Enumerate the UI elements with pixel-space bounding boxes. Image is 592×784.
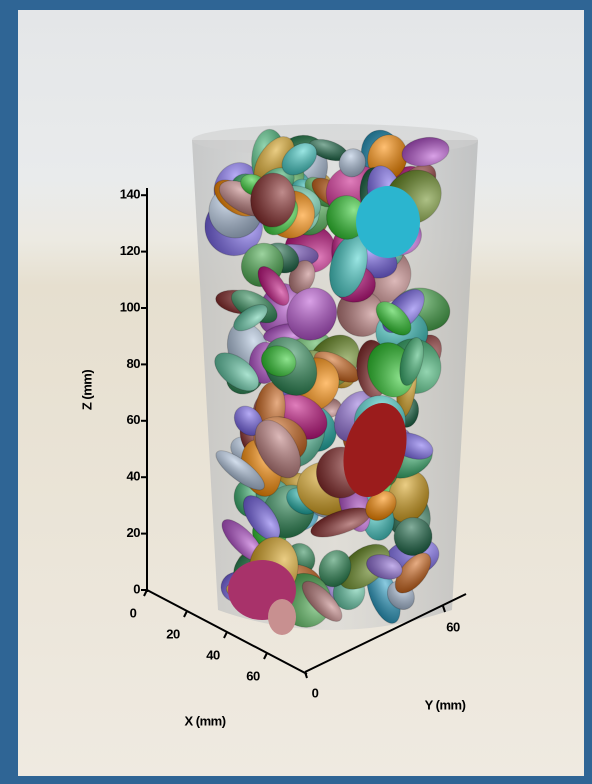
- y-tick-label: 60: [446, 619, 460, 634]
- x-tick-label: 0: [130, 605, 137, 620]
- scene: Z (mm) X (mm) Y (mm) 0 20 40 60 80 100 120 140 0…: [0, 0, 592, 784]
- z-tick-label: 100: [120, 299, 140, 314]
- z-tick-label: 20: [127, 525, 141, 540]
- z-tick-label: 80: [127, 356, 141, 371]
- z-tick-label: 140: [120, 187, 140, 202]
- z-tick-label: 60: [127, 412, 141, 427]
- y-axis-title: Y (mm): [425, 697, 466, 712]
- x-tick-label: 60: [246, 668, 260, 683]
- z-tick-label: 120: [120, 243, 140, 258]
- x-tick-label: 20: [166, 626, 180, 641]
- z-tick-label: 0: [133, 581, 140, 596]
- particle: [356, 186, 420, 258]
- y-tick-label: 0: [312, 685, 319, 700]
- z-axis-title: Z (mm): [79, 370, 94, 411]
- x-tick-label: 40: [206, 647, 220, 662]
- x-axis-title: X (mm): [184, 713, 225, 728]
- particle: [268, 599, 296, 635]
- z-tick-label: 40: [127, 469, 141, 484]
- page: Z (mm) X (mm) Y (mm) 0 20 40 60 80 100 120 140 0…: [0, 0, 592, 784]
